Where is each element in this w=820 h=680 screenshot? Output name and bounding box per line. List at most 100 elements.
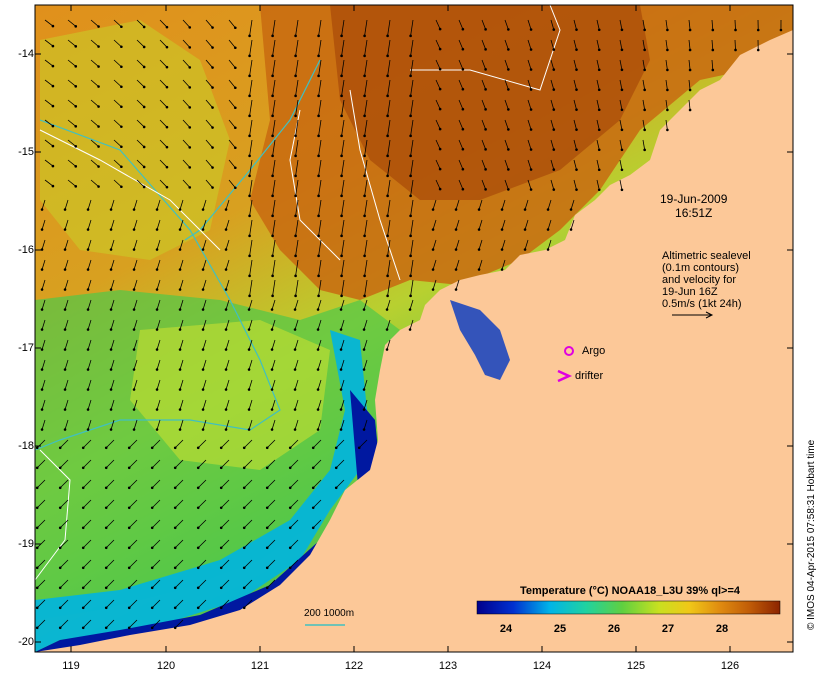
velocity-arrow-head	[688, 68, 692, 72]
velocity-arrow-head	[438, 47, 442, 51]
velocity-arrow	[435, 79, 441, 90]
velocity-arrow	[82, 579, 92, 589]
velocity-arrow-head	[74, 145, 78, 148]
velocity-arrow	[197, 599, 207, 609]
velocity-arrow	[156, 379, 161, 390]
velocity-arrow-head	[643, 108, 646, 112]
velocity-arrow	[410, 159, 414, 176]
velocity-arrow	[110, 319, 115, 330]
velocity-arrow	[41, 339, 46, 350]
velocity-arrow-head	[234, 146, 237, 150]
velocity-arrow	[547, 239, 552, 250]
velocity-arrow	[387, 219, 391, 236]
velocity-arrow-head	[688, 108, 692, 112]
velocity-arrow	[387, 199, 391, 216]
velocity-arrow-head	[155, 368, 159, 371]
velocity-arrow-head	[294, 294, 297, 298]
velocity-arrow-head	[201, 368, 205, 371]
velocity-arrow	[220, 499, 230, 509]
velocity-arrow-head	[666, 28, 669, 32]
velocity-arrow	[182, 139, 191, 148]
velocity-arrow-head	[63, 308, 67, 311]
velocity-arrow-head	[155, 208, 159, 211]
velocity-arrow	[41, 359, 46, 370]
velocity-arrow-head	[734, 28, 737, 32]
argo-float-marker	[564, 346, 574, 356]
velocity-arrow	[341, 19, 345, 36]
velocity-arrow	[249, 119, 253, 136]
observation-time: 16:51Z	[675, 206, 713, 220]
velocity-arrow	[225, 339, 230, 350]
velocity-arrow	[110, 339, 115, 350]
velocity-arrow	[665, 59, 668, 70]
velocity-arrow-head	[363, 194, 366, 198]
velocity-arrow-head	[86, 348, 90, 351]
velocity-arrow-head	[58, 566, 62, 570]
velocity-arrow-head	[552, 108, 556, 111]
velocity-arrow	[318, 119, 322, 136]
velocity-arrow	[41, 259, 46, 270]
velocity-arrow-head	[386, 194, 389, 198]
velocity-arrow	[182, 159, 191, 168]
velocity-arrow	[596, 119, 600, 130]
velocity-arrow-head	[461, 147, 465, 151]
velocity-arrow-head	[597, 28, 601, 32]
velocity-arrow-head	[248, 294, 251, 298]
lon-label: 125	[626, 660, 646, 672]
lat-label: -14	[18, 48, 34, 60]
velocity-arrow	[295, 239, 299, 256]
velocity-arrow-head	[224, 368, 228, 371]
velocity-arrow	[87, 319, 92, 330]
velocity-arrow	[44, 179, 54, 187]
velocity-arrow	[318, 139, 322, 156]
velocity-arrow	[386, 299, 391, 310]
velocity-arrow	[64, 379, 69, 390]
velocity-arrow	[318, 99, 322, 116]
velocity-arrow-head	[196, 466, 200, 470]
velocity-arrow-head	[40, 408, 44, 411]
velocity-arrow-head	[58, 506, 62, 510]
velocity-arrow-head	[569, 208, 573, 211]
velocity-arrow	[318, 79, 322, 96]
velocity-arrow	[248, 339, 253, 350]
velocity-arrow-head	[339, 388, 343, 391]
velocity-arrow-head	[109, 288, 113, 291]
velocity-arrow	[364, 19, 368, 36]
velocity-arrow	[105, 599, 115, 609]
velocity-arrow	[289, 479, 299, 489]
velocity-arrow	[294, 299, 299, 310]
velocity-arrow	[481, 159, 486, 170]
velocity-arrow	[501, 259, 506, 270]
velocity-arrow	[249, 219, 253, 236]
velocity-arrow-head	[81, 506, 85, 510]
velocity-arrow-head	[40, 428, 44, 431]
velocity-arrow-head	[507, 108, 510, 111]
velocity-arrow	[249, 59, 253, 76]
velocity-arrow	[295, 39, 299, 56]
velocity-arrow-head	[265, 466, 269, 470]
velocity-arrow-head	[97, 85, 100, 88]
velocity-arrow	[59, 619, 69, 629]
velocity-arrow-head	[247, 308, 251, 311]
velocity-arrow-head	[288, 526, 292, 530]
velocity-arrow-head	[201, 248, 205, 251]
velocity-arrow-head	[150, 466, 154, 470]
velocity-arrow	[289, 559, 299, 569]
velocity-arrow	[128, 479, 138, 489]
velocity-arrow-head	[529, 28, 533, 31]
velocity-arrow	[105, 619, 115, 629]
velocity-arrow	[341, 39, 345, 56]
velocity-arrow	[90, 179, 99, 187]
velocity-arrow	[527, 159, 532, 170]
velocity-arrow-head	[127, 486, 131, 490]
velocity-arrow-head	[127, 566, 131, 570]
velocity-arrow-head	[81, 466, 85, 470]
velocity-arrow-head	[97, 165, 100, 168]
velocity-arrow	[619, 59, 623, 70]
velocity-arrow-head	[362, 368, 366, 371]
velocity-arrow-head	[552, 68, 556, 71]
velocity-arrow	[249, 19, 253, 36]
velocity-arrow-head	[339, 408, 343, 411]
velocity-arrow-head	[86, 288, 90, 291]
velocity-arrow-head	[317, 34, 320, 38]
